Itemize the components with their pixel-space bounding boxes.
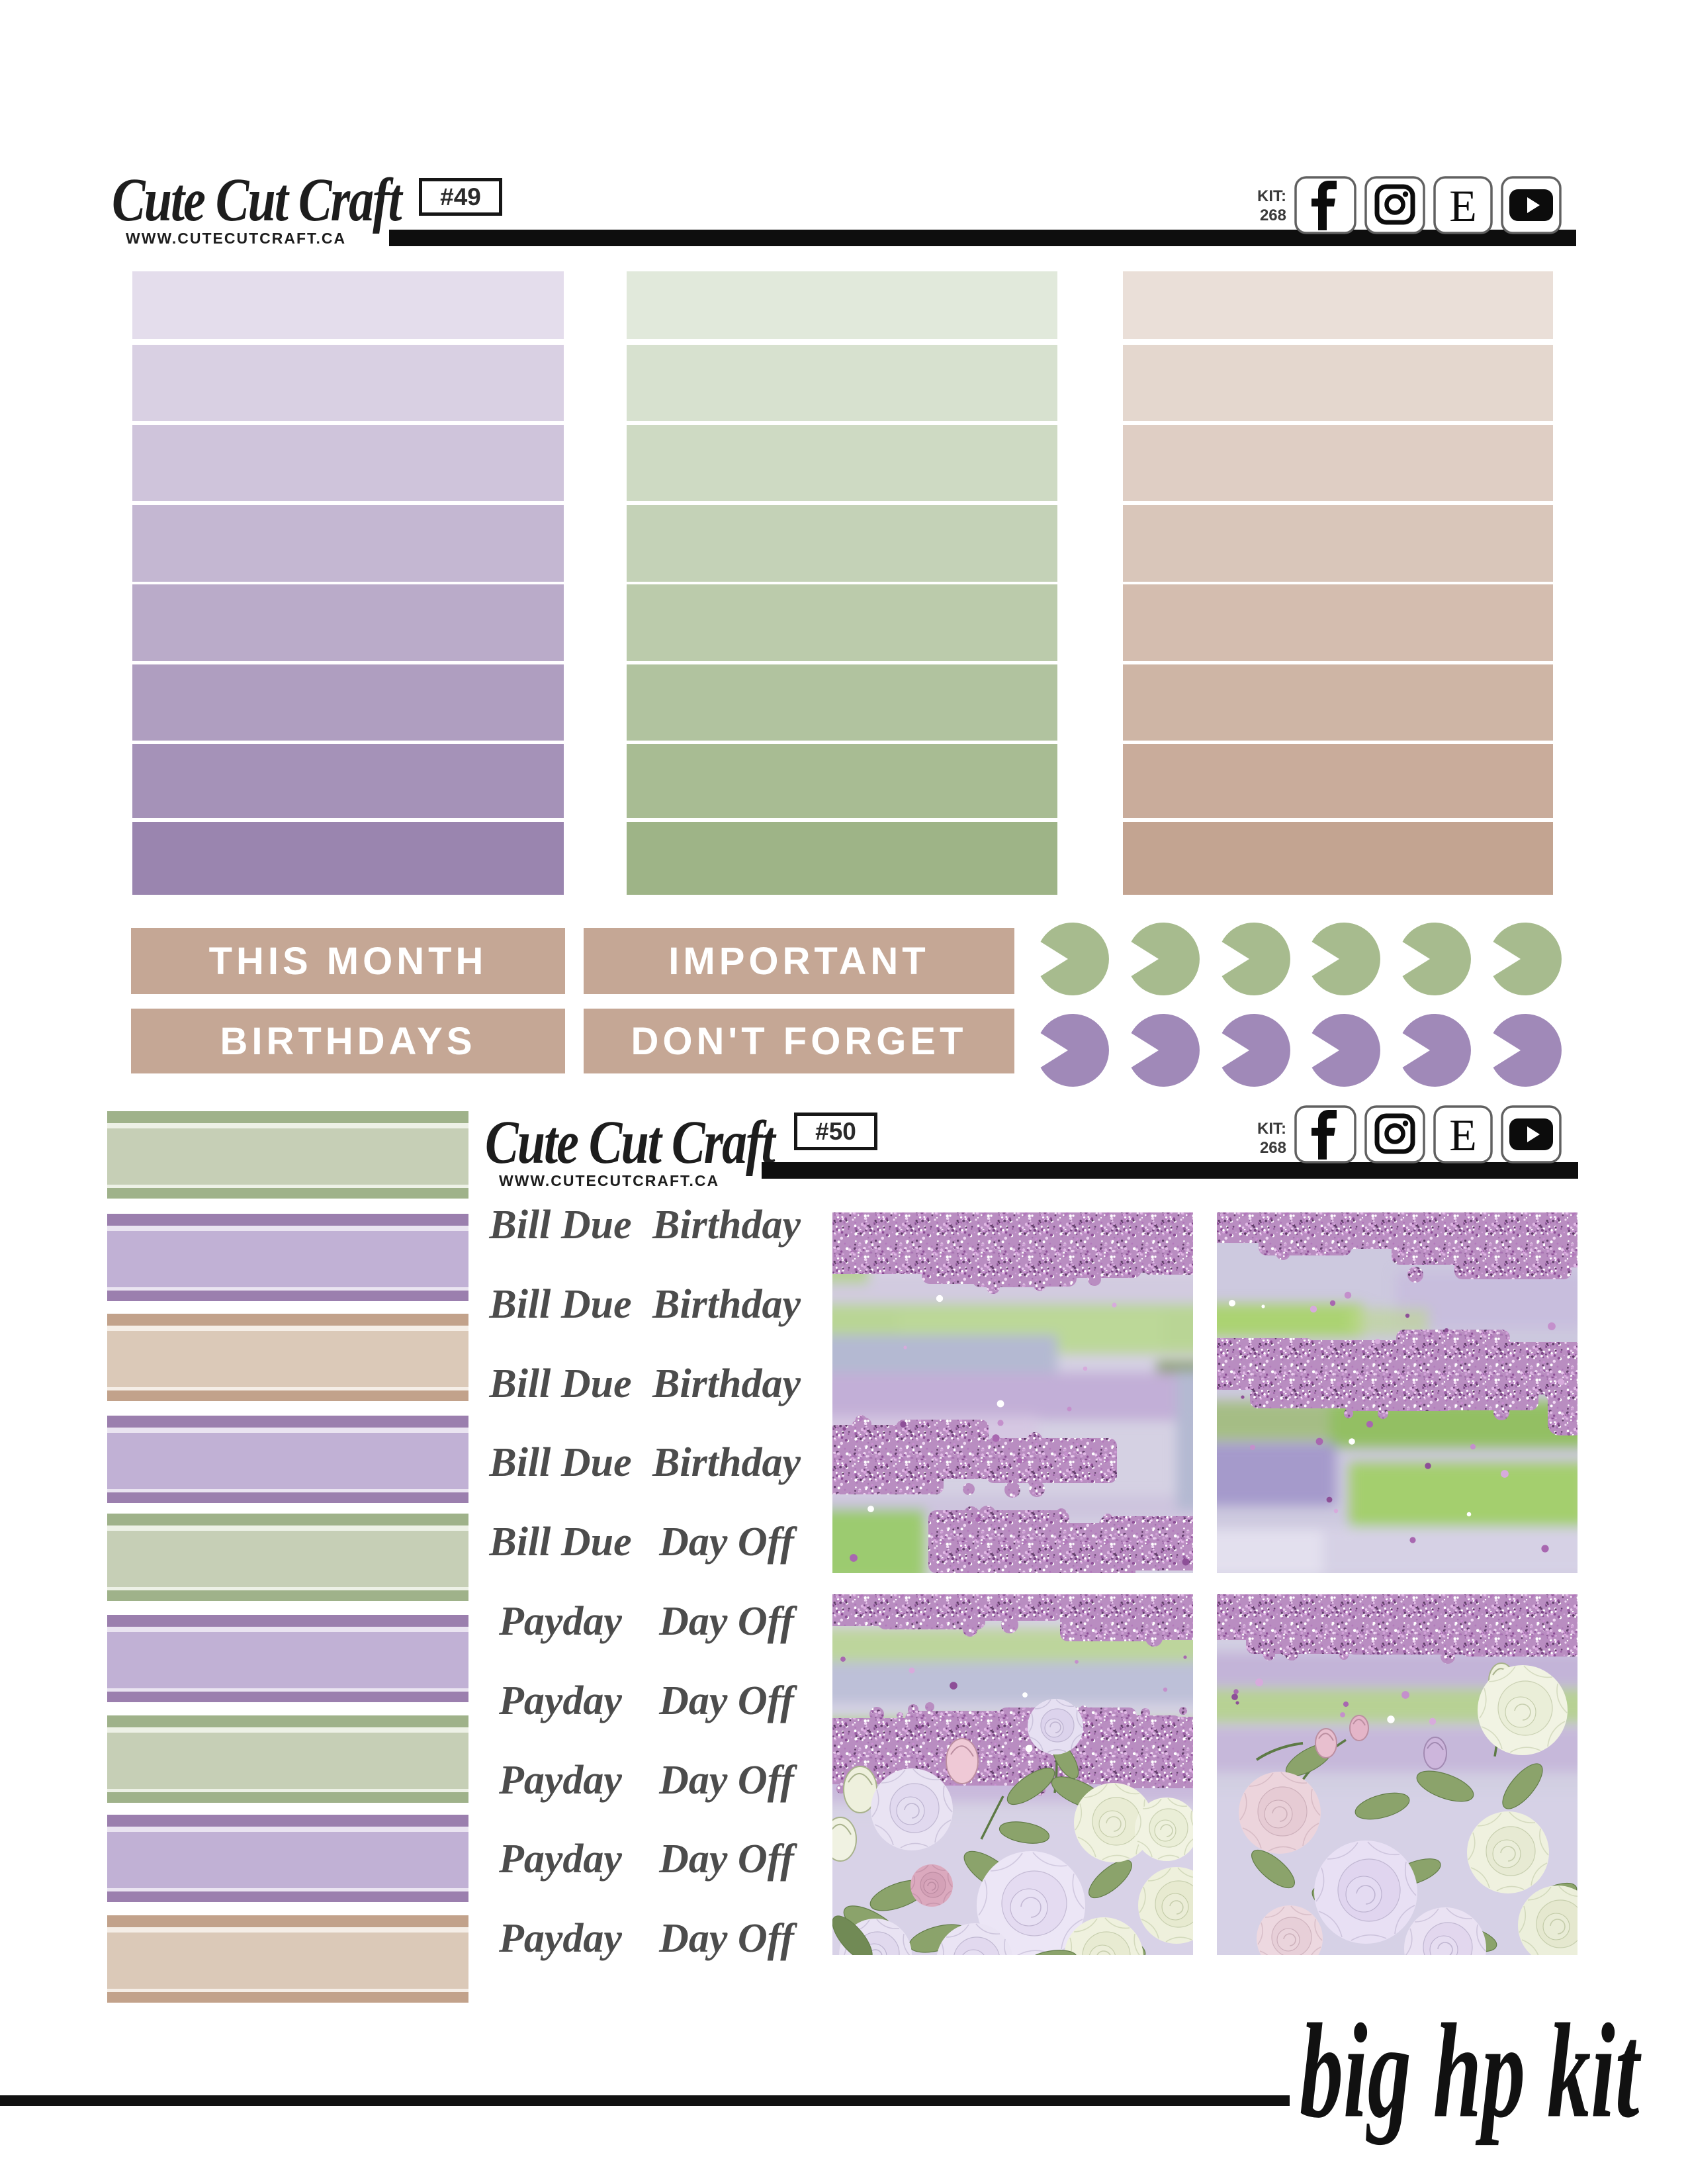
- svg-text:E: E: [1449, 1110, 1477, 1160]
- svg-text:E: E: [1449, 181, 1477, 231]
